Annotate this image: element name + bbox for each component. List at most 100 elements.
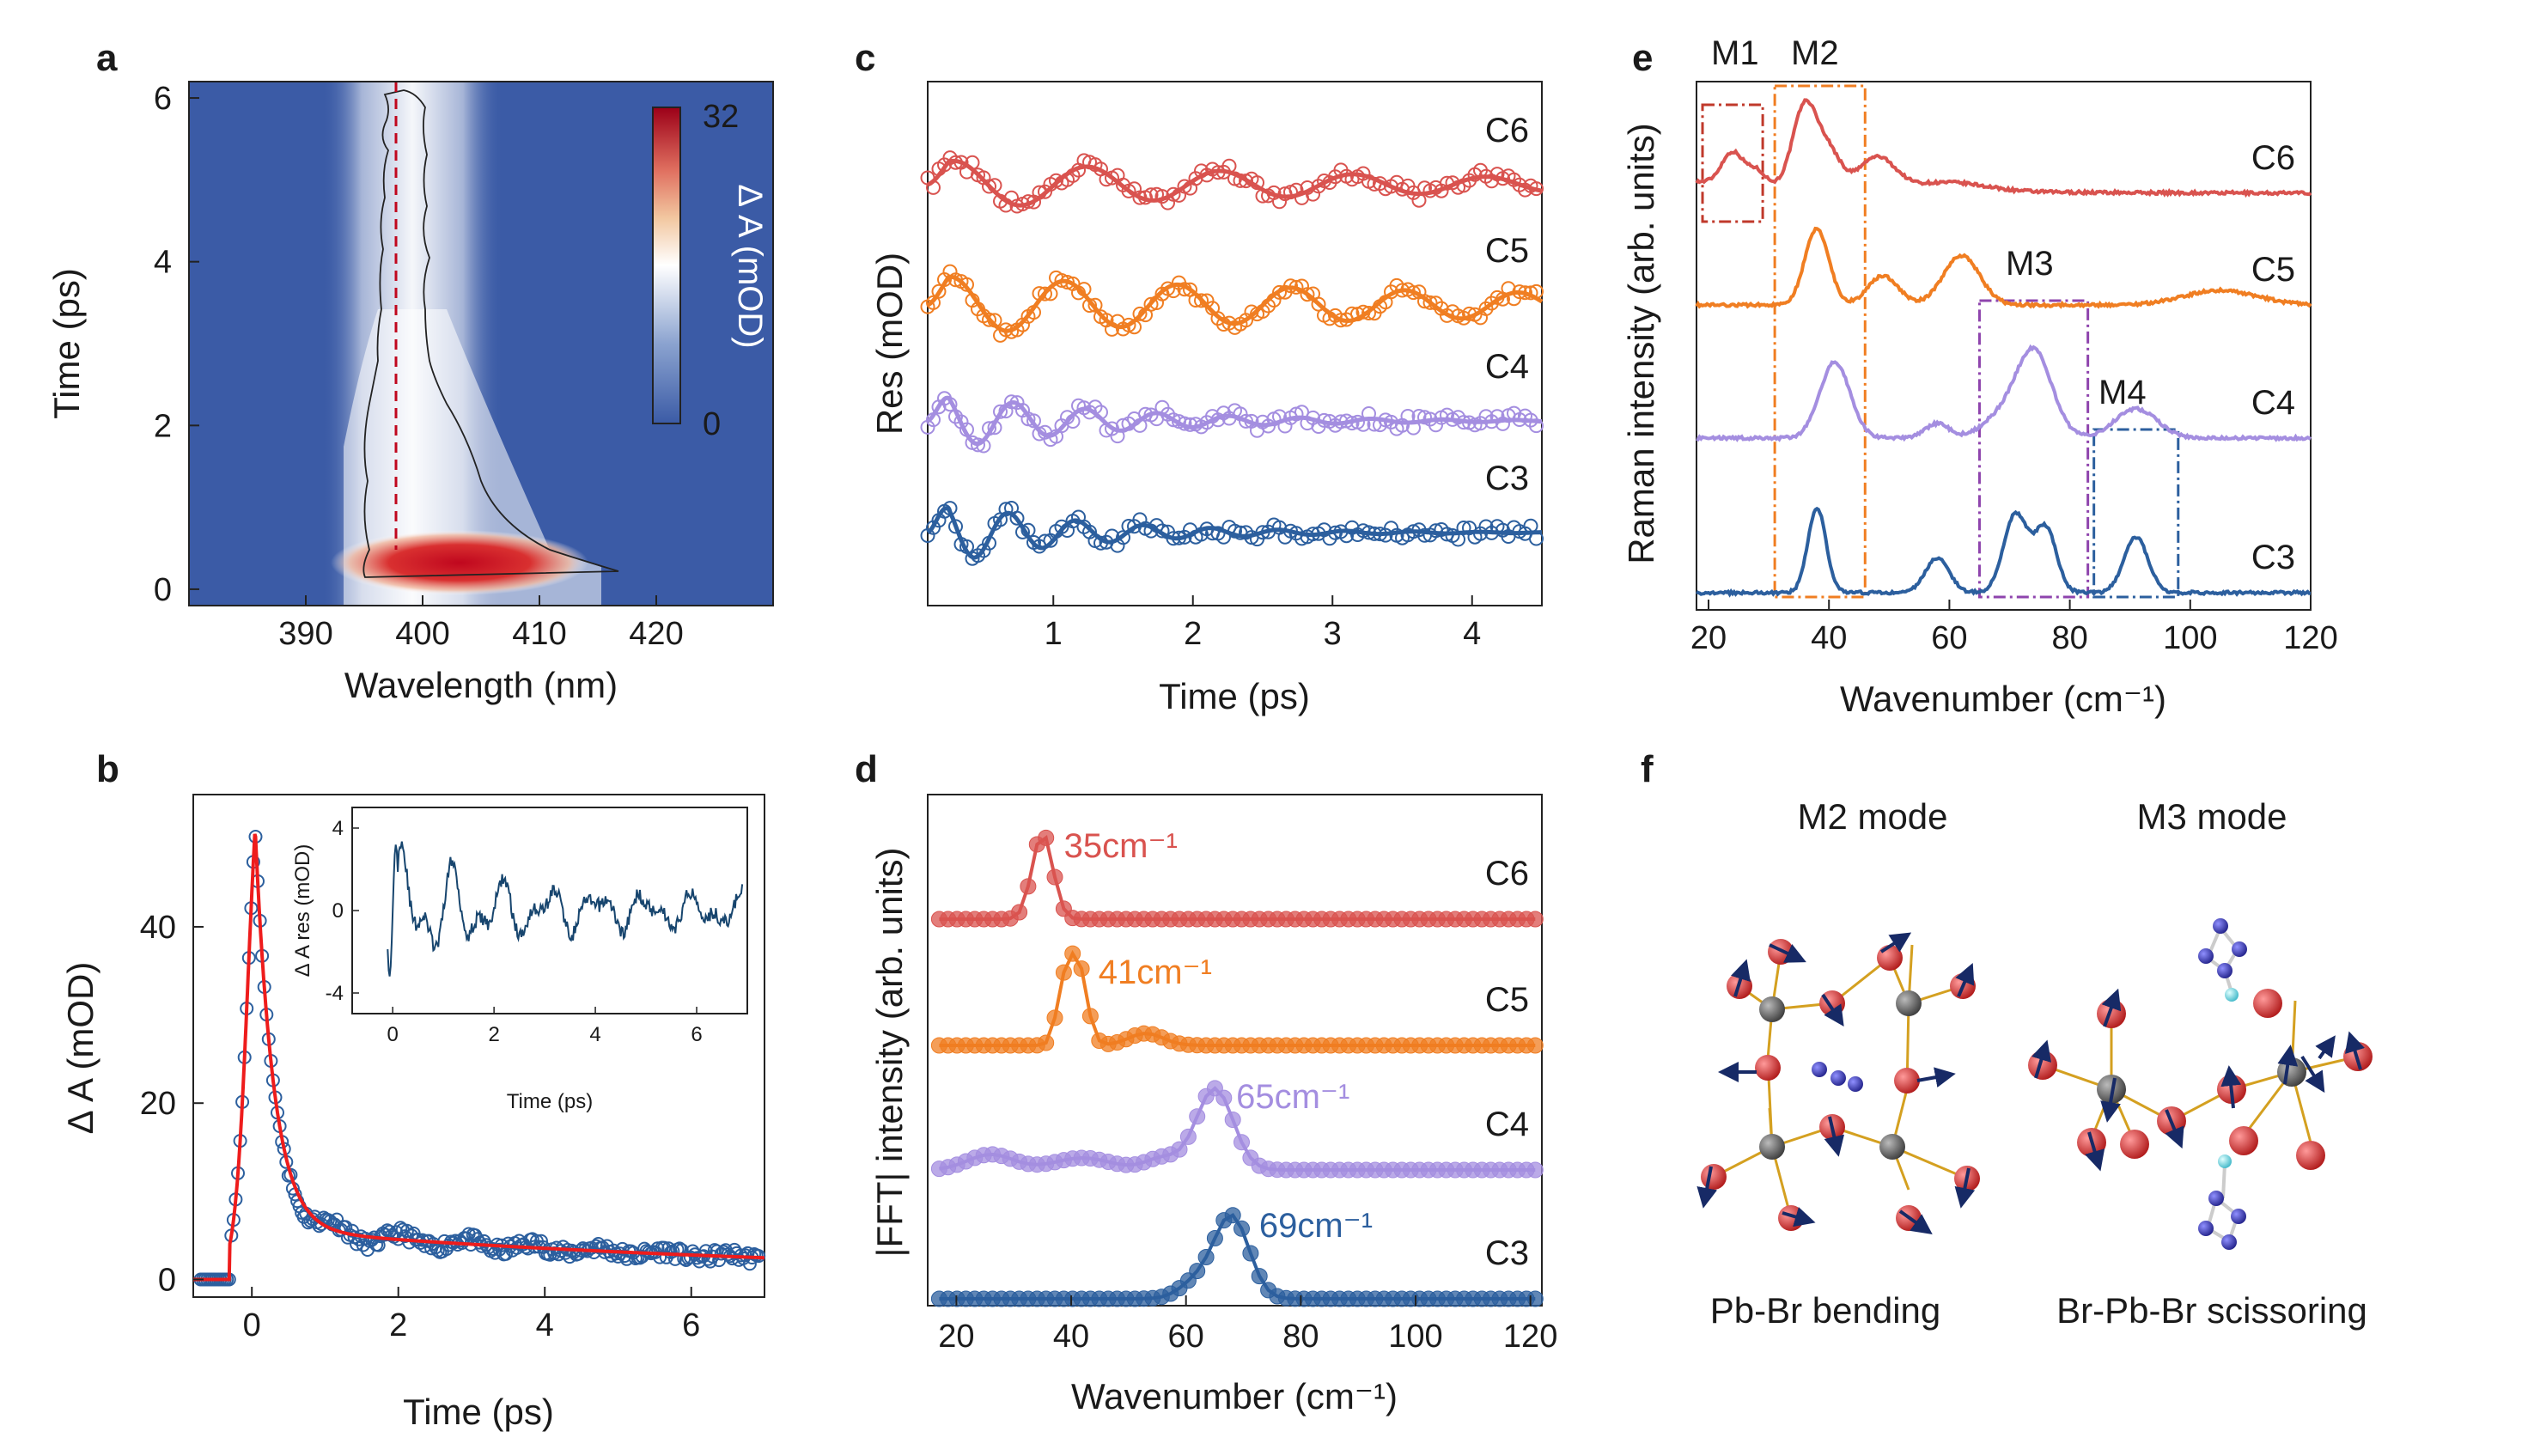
data-point — [1523, 518, 1538, 533]
data-point — [1189, 1108, 1206, 1125]
data-point — [1183, 417, 1197, 432]
m2-structure-illustration — [1696, 932, 1980, 1234]
data-point — [1043, 286, 1058, 302]
data-point — [976, 438, 991, 454]
series-c6: C6 — [920, 112, 1544, 214]
data-point — [1038, 286, 1052, 302]
x-tick-label: 1 — [1045, 616, 1063, 652]
data-point — [1087, 297, 1103, 313]
data-point — [1526, 1290, 1544, 1307]
data-point — [1529, 283, 1544, 299]
data-point — [1093, 405, 1108, 420]
data-point — [942, 397, 958, 412]
series-label-c6: C6 — [1485, 855, 1529, 892]
data-point — [1143, 296, 1159, 312]
data-point — [1011, 904, 1028, 921]
data-point — [1177, 282, 1192, 297]
line-c5 — [939, 949, 1536, 1047]
data-point — [1099, 423, 1114, 438]
series-label-c4: C4 — [1485, 348, 1529, 386]
inset-x-tick-label: 4 — [589, 1023, 600, 1046]
inset-x-tick-label: 0 — [387, 1023, 398, 1046]
data-point — [1344, 306, 1360, 321]
data-point — [1038, 829, 1055, 846]
data-point — [1523, 285, 1538, 301]
inset-x-axis-label: Time (ps) — [507, 1090, 593, 1113]
data-point — [1400, 409, 1416, 423]
data-point — [1367, 526, 1382, 541]
data-point — [1239, 413, 1253, 429]
inset-plot: 0 2 4 6 4 0 -4 Time (ps) Δ A res (mOD) — [291, 807, 748, 1113]
data-point — [1179, 1128, 1197, 1145]
x-tick-label: 2 — [389, 1307, 407, 1343]
raman-line-c6 — [1695, 98, 2312, 198]
raman-line-c3 — [1696, 506, 2312, 598]
data-point — [1132, 417, 1148, 433]
data-point — [926, 295, 941, 310]
m2-mode-caption: Pb-Br bending — [1710, 1290, 1941, 1331]
data-point — [987, 420, 1002, 436]
data-point — [931, 283, 947, 299]
data-point — [1233, 173, 1248, 188]
colorbar-label: Δ A (mOD) — [731, 184, 769, 348]
x-tick-label: 4 — [536, 1307, 554, 1343]
data-point — [1055, 964, 1072, 981]
data-point — [393, 1221, 408, 1235]
data-point — [1172, 530, 1186, 545]
data-point — [1154, 523, 1170, 539]
data-point — [1064, 945, 1081, 962]
x-tick-label: 420 — [629, 616, 683, 652]
data-point — [1116, 530, 1130, 545]
m2-mode-title: M2 mode — [1797, 796, 1947, 837]
data-point — [926, 412, 941, 428]
data-point — [959, 422, 974, 437]
data-point — [1406, 285, 1421, 301]
y-tick-label: 4 — [154, 245, 172, 281]
data-point — [362, 1234, 377, 1248]
inset-y-tick-label: -4 — [326, 982, 344, 1005]
y-tick-label: 40 — [140, 910, 176, 946]
panel-c-label: c — [855, 37, 875, 79]
data-point — [1518, 285, 1532, 301]
data-point — [1417, 294, 1432, 309]
m3-structure-illustration — [2028, 918, 2373, 1250]
data-point — [1073, 960, 1090, 978]
box-label-m4: M4 — [2098, 374, 2147, 411]
data-point — [1082, 298, 1097, 314]
data-point — [1272, 284, 1287, 300]
y-axis-label: Res (mOD) — [869, 253, 910, 435]
data-point — [1467, 417, 1483, 433]
data-point — [1406, 420, 1421, 436]
mode-boxes: M1 M2 M3 M4 — [1701, 34, 2180, 599]
data-point — [1355, 304, 1371, 320]
m2-displacement-arrows — [1696, 932, 1976, 1234]
panel-c: c C6 C5 C4 C3 1 2 3 4 Time (ps) Res (mOD) — [855, 37, 1544, 716]
inset-y-tick-label: 4 — [332, 817, 344, 840]
series-c5: C5 41cm⁻¹ — [930, 945, 1544, 1054]
data-point — [1189, 1263, 1206, 1280]
data-point — [1529, 531, 1544, 546]
inset-y-axis-label: Δ A res (mOD) — [291, 844, 314, 978]
data-point — [1076, 282, 1092, 297]
data-point — [1224, 1112, 1241, 1128]
data-point — [1132, 190, 1148, 205]
panel-b-label: b — [96, 748, 119, 790]
data-point — [1361, 306, 1376, 320]
series-group: C6 C5 C4 C3 — [920, 112, 1544, 566]
inset-x-tick-label: 6 — [691, 1023, 702, 1046]
x-tick-label: 20 — [1690, 620, 1727, 656]
x-tick-label: 0 — [243, 1307, 261, 1343]
data-point — [1221, 158, 1237, 174]
data-point — [1121, 519, 1136, 533]
x-tick-label: 120 — [2283, 620, 2337, 656]
plot-frame — [192, 794, 765, 1298]
data-point — [1197, 1249, 1215, 1265]
data-point — [1143, 187, 1159, 203]
data-point — [959, 539, 974, 554]
series-label-c3: C3 — [1485, 1234, 1529, 1272]
data-point — [1026, 305, 1041, 320]
x-axis-label: Time (ps) — [403, 1392, 554, 1432]
y-ticks: 0 2 4 6 — [154, 81, 199, 608]
data-point — [1451, 532, 1465, 547]
peak-label-c6: 35cm⁻¹ — [1064, 827, 1178, 865]
